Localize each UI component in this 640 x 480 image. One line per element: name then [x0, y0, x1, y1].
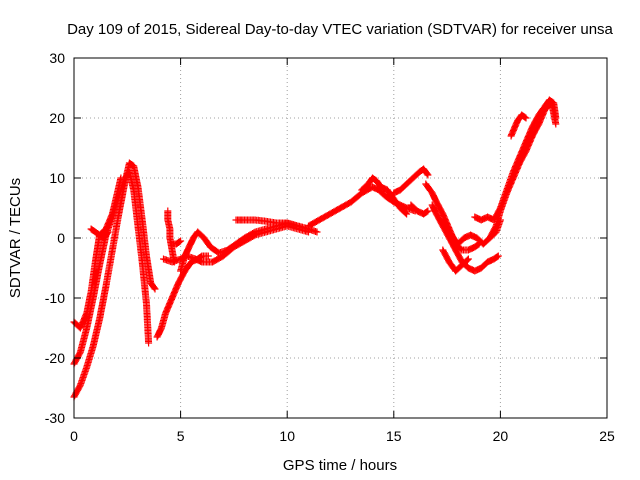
x-tick-label: 10: [279, 428, 295, 444]
x-tick-label: 0: [70, 428, 78, 444]
y-tick-label: 0: [57, 230, 65, 246]
series-arc-13: [390, 165, 432, 197]
x-axis-label: GPS time / hours: [283, 457, 397, 474]
x-tick-label: 25: [599, 428, 615, 444]
point-markers-arc-9: [168, 237, 185, 248]
series-arc-6: [164, 207, 178, 266]
y-axis-label: SDTVAR / TECUs: [7, 178, 24, 298]
x-tick-label: 5: [177, 428, 185, 444]
point-markers-arc-4: [87, 225, 112, 242]
point-markers-arc-18: [439, 246, 472, 275]
series-arc-14: [407, 201, 432, 218]
y-tick-label: 30: [49, 50, 65, 66]
point-markers-arc-13: [390, 165, 432, 197]
y-tick-label: -10: [45, 290, 65, 306]
point-markers-arc-12: [358, 174, 411, 218]
chart-title: Day 109 of 2015, Sidereal Day-to-day VTE…: [67, 21, 613, 38]
point-markers-arc-14: [407, 201, 432, 218]
series-arc-21: [507, 111, 530, 140]
series-arc-12: [358, 174, 411, 218]
series-arc-4: [87, 225, 112, 242]
series-arc-20: [486, 99, 560, 242]
y-tick-label: -20: [45, 350, 65, 366]
point-markers-arc-21: [507, 111, 530, 140]
point-markers-arc-20: [486, 99, 560, 242]
y-tick-label: -30: [45, 410, 65, 426]
point-markers-arc-6: [164, 207, 178, 266]
axes: 0 5 10 15 20 25 -30 -20 -10 0 10 20 30: [45, 50, 615, 444]
y-tick-label: 20: [49, 110, 65, 126]
x-tick-label: 15: [386, 428, 402, 444]
series-arc-18: [439, 246, 472, 275]
x-tick-label: 20: [493, 428, 509, 444]
series-arc-9: [168, 237, 185, 248]
y-tick-label: 10: [49, 170, 65, 186]
